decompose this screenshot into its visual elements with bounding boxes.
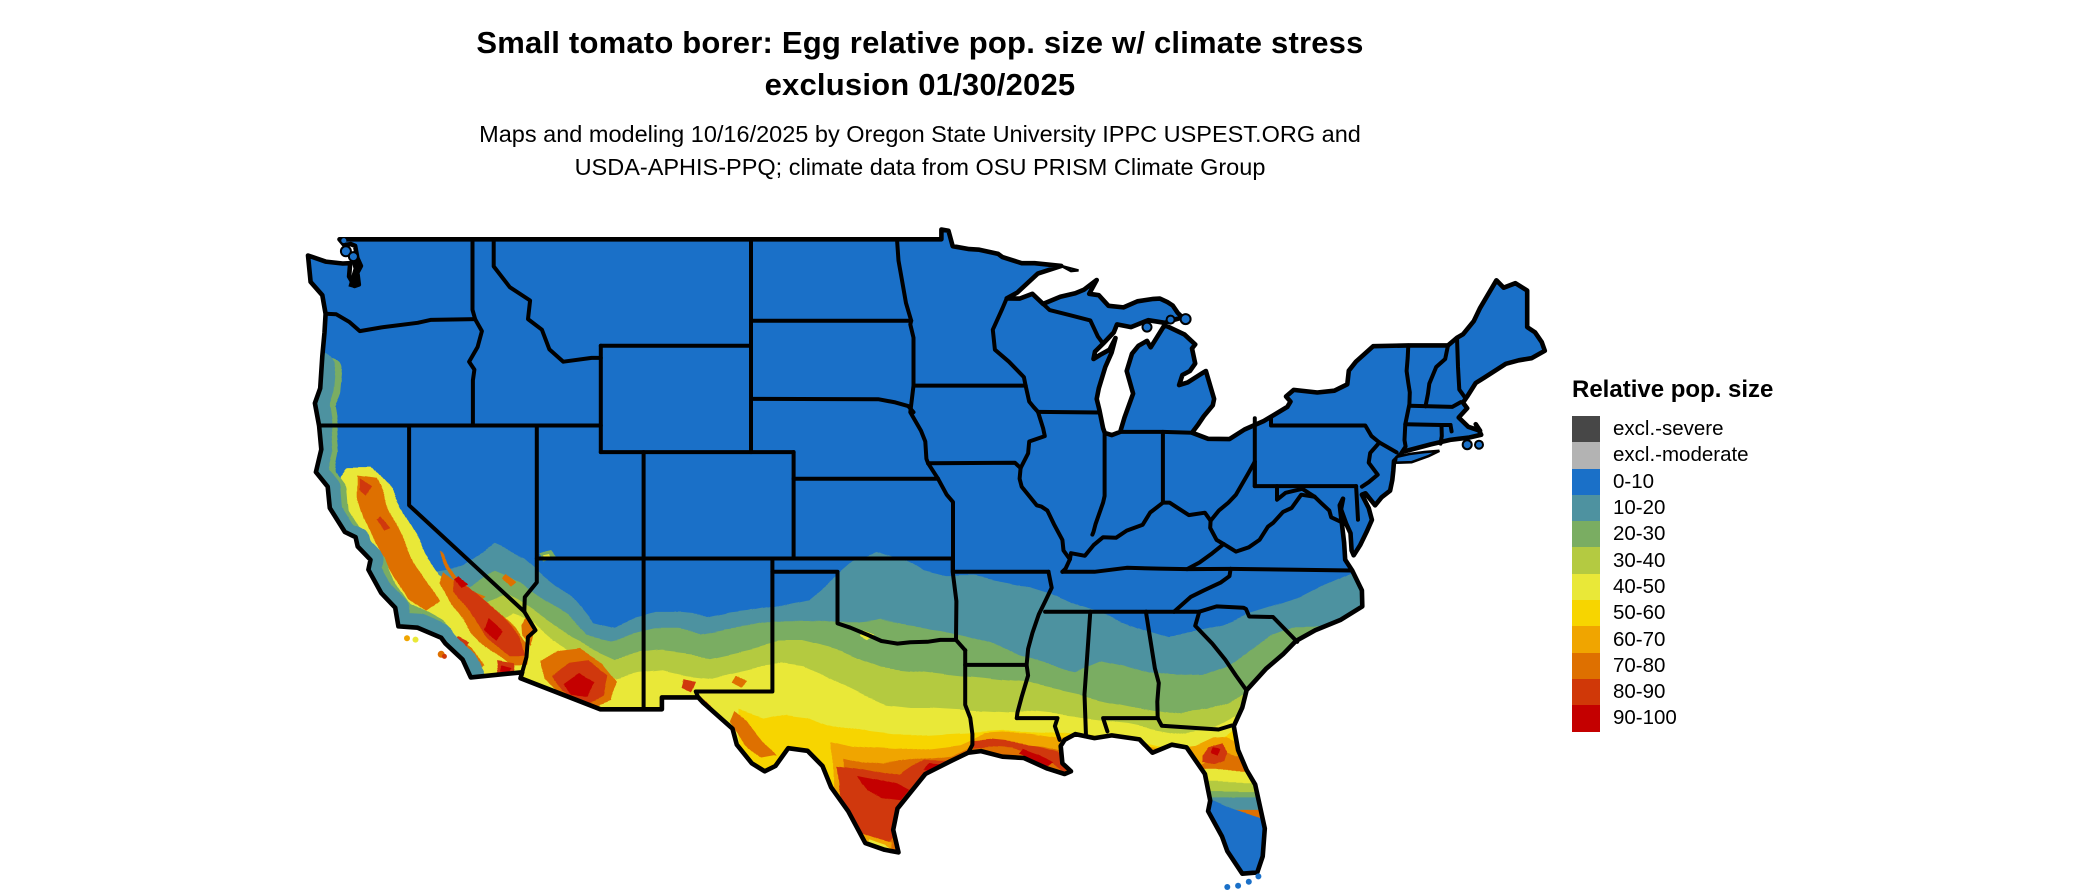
- legend-row: 50-60: [1572, 600, 1773, 627]
- legend-swatch: [1572, 626, 1600, 653]
- legend-row: 0-10: [1572, 468, 1773, 495]
- map-legend: Relative pop. size excl.-severe excl.-mo…: [1572, 376, 1773, 732]
- figure-header: Small tomato borer: Egg relative pop. si…: [0, 22, 1840, 184]
- figure-title: Small tomato borer: Egg relative pop. si…: [0, 22, 1840, 106]
- legend-label: 20-30: [1613, 522, 1666, 546]
- legend-label: 0-10: [1613, 469, 1655, 493]
- legend-swatch: [1572, 547, 1600, 574]
- legend-row: 30-40: [1572, 547, 1773, 574]
- legend-row: 60-70: [1572, 626, 1773, 653]
- figure-subtitle-line2: USDA-APHIS-PPQ; climate data from OSU PR…: [574, 154, 1266, 180]
- figure-subtitle: Maps and modeling 10/16/2025 by Oregon S…: [0, 118, 1840, 184]
- legend-label: excl.-severe: [1613, 417, 1724, 441]
- legend-label: 50-60: [1613, 601, 1666, 625]
- legend-row: 70-80: [1572, 652, 1773, 679]
- legend-label: 70-80: [1613, 653, 1666, 677]
- legend-swatch: [1572, 442, 1600, 469]
- legend-row: excl.-severe: [1572, 416, 1773, 443]
- legend-swatch: [1572, 600, 1600, 627]
- figure-subtitle-line1: Maps and modeling 10/16/2025 by Oregon S…: [479, 121, 1361, 147]
- legend-row: 20-30: [1572, 521, 1773, 548]
- figure-title-line1: Small tomato borer: Egg relative pop. si…: [476, 25, 1364, 60]
- legend-row: 80-90: [1572, 678, 1773, 706]
- legend-swatch: [1572, 705, 1600, 732]
- legend-swatch: [1572, 652, 1600, 679]
- legend-label: 30-40: [1613, 548, 1666, 572]
- legend-label: 80-90: [1613, 680, 1666, 704]
- legend-swatch: [1572, 521, 1600, 548]
- legend-swatch: [1572, 573, 1600, 601]
- legend-label: 90-100: [1613, 706, 1677, 730]
- legend-title: Relative pop. size: [1572, 376, 1774, 403]
- legend-swatch: [1572, 678, 1600, 706]
- legend-label: excl.-moderate: [1613, 443, 1749, 467]
- legend-swatch: [1572, 494, 1600, 522]
- legend-row: excl.-moderate: [1572, 442, 1773, 469]
- legend-label: 40-50: [1613, 574, 1666, 598]
- figure-title-line2: exclusion 01/30/2025: [764, 67, 1076, 102]
- legend-swatch: [1572, 416, 1600, 443]
- legend-swatch: [1572, 468, 1600, 495]
- legend-row: 90-100: [1572, 705, 1773, 732]
- legend-row: 10-20: [1572, 494, 1773, 522]
- legend-row: 40-50: [1572, 573, 1773, 601]
- legend-label: 10-20: [1613, 496, 1666, 520]
- legend-label: 60-70: [1613, 627, 1666, 651]
